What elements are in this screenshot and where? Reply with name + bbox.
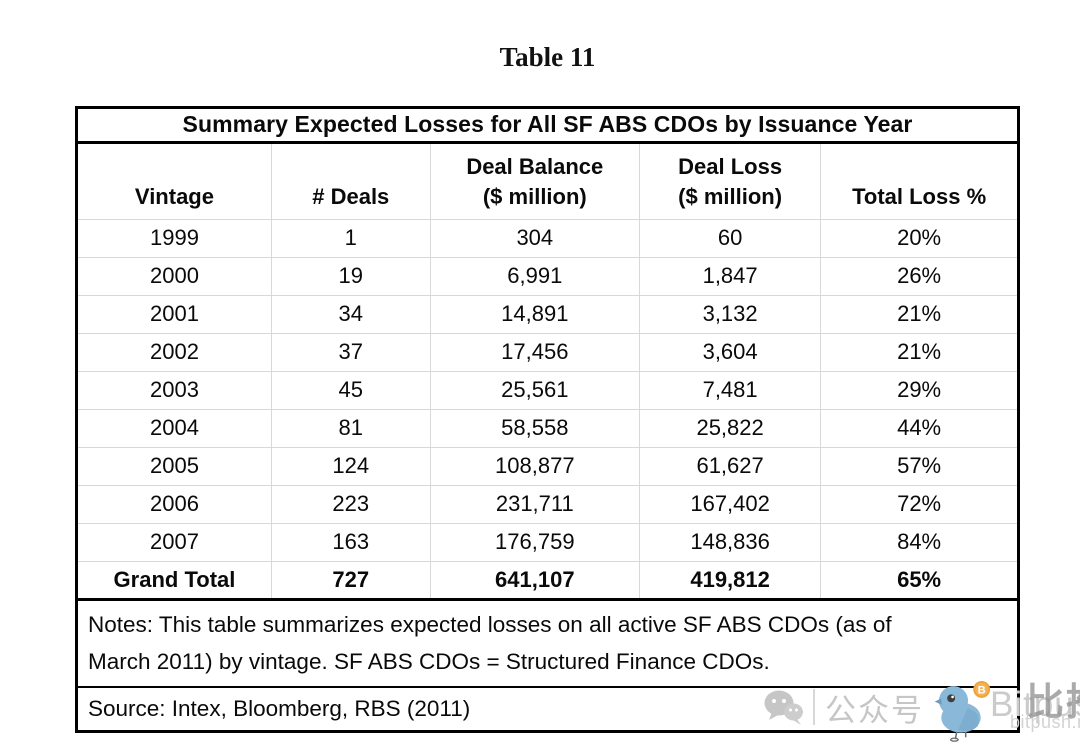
cell-total-loss-pct: 65%: [820, 560, 1017, 601]
cell-total-loss-pct: 44%: [820, 408, 1017, 448]
table-row-2006: 2006 223 231,711 167,402 72%: [78, 484, 1017, 524]
cell-balance: 14,891: [429, 294, 641, 334]
cell-deals: 45: [270, 370, 431, 410]
cell-balance: 17,456: [429, 332, 641, 372]
cell-vintage: 2000: [78, 256, 272, 296]
cell-vintage: 2001: [78, 294, 272, 334]
bitpush-domain-text: bitpush.news: [1010, 712, 1080, 732]
col-header-deals: # Deals: [270, 142, 431, 220]
table-row-2002: 2002 37 17,456 3,604 21%: [78, 332, 1017, 372]
table-row-2003: 2003 45 25,561 7,481 29%: [78, 370, 1017, 410]
table-row-1999: 1999 1 304 60 20%: [78, 218, 1017, 258]
cell-deals: 223: [270, 484, 431, 524]
cell-vintage: 2005: [78, 446, 272, 486]
cell-deals: 19: [270, 256, 431, 296]
table-row-2005: 2005 124 108,877 61,627 57%: [78, 446, 1017, 486]
col-header-label: Vintage: [134, 183, 214, 209]
cell-deals: 81: [270, 408, 431, 448]
cell-vintage: 2004: [78, 408, 272, 448]
summary-losses-table: Summary Expected Losses for All SF ABS C…: [75, 106, 1020, 733]
source-row: Source: Intex, Bloomberg, RBS (2011): [78, 687, 1017, 730]
cell-total-loss-pct: 26%: [820, 256, 1017, 296]
cell-vintage: 1999: [78, 218, 272, 258]
cell-loss: 167,402: [638, 484, 822, 524]
cell-loss: 61,627: [638, 446, 822, 486]
cell-deals: 1: [270, 218, 431, 258]
cell-vintage: 2002: [78, 332, 272, 372]
table-row-grand-total: Grand Total 727 641,107 419,812 65%: [78, 560, 1017, 601]
col-header-sublabel: ($ million): [482, 183, 587, 209]
bitpush-brand-cn-text: 比推: [1026, 682, 1080, 724]
notes-row: Notes: This table summarizes expected lo…: [78, 599, 1017, 688]
cell-balance: 6,991: [429, 256, 641, 296]
col-header-total-loss-pct: Total Loss %: [820, 142, 1017, 220]
source-right-cell: [640, 687, 1018, 730]
col-header-label: Deal Balance: [466, 153, 604, 179]
cell-vintage: 2003: [78, 370, 272, 410]
cell-deals: 34: [270, 294, 431, 334]
cell-vintage: 2006: [78, 484, 272, 524]
cell-total-loss-pct: 21%: [820, 332, 1017, 372]
cell-total-loss-pct: 72%: [820, 484, 1017, 524]
cell-total-loss-pct: 84%: [820, 522, 1017, 562]
table: Summary Expected Losses for All SF ABS C…: [78, 109, 1017, 730]
cell-total-loss-pct: 57%: [820, 446, 1017, 486]
cell-vintage: Grand Total: [78, 560, 272, 601]
col-header-label: Deal Loss: [678, 153, 783, 179]
col-header-vintage: Vintage: [78, 142, 272, 220]
cell-balance: 641,107: [429, 560, 641, 601]
table-row-2007: 2007 163 176,759 148,836 84%: [78, 522, 1017, 562]
cell-balance: 25,561: [429, 370, 641, 410]
cell-vintage: 2007: [78, 522, 272, 562]
cell-balance: 231,711: [429, 484, 641, 524]
col-header-label: # Deals: [312, 183, 390, 209]
cell-loss: 60: [638, 218, 822, 258]
cell-loss: 1,847: [638, 256, 822, 296]
cell-loss: 7,481: [638, 370, 822, 410]
cell-loss: 419,812: [638, 560, 822, 601]
page-title: Table 11: [499, 42, 596, 72]
col-header-sublabel: ($ million): [678, 183, 783, 209]
cell-balance: 108,877: [429, 446, 641, 486]
notes-cell: Notes: This table summarizes expected lo…: [78, 599, 1017, 688]
cell-total-loss-pct: 20%: [820, 218, 1017, 258]
cell-balance: 304: [429, 218, 641, 258]
table-caption-row: Summary Expected Losses for All SF ABS C…: [78, 109, 1017, 144]
cell-deals: 163: [270, 522, 431, 562]
col-header-deal-loss: Deal Loss ($ million): [638, 142, 822, 220]
cell-total-loss-pct: 21%: [820, 294, 1017, 334]
cell-loss: 148,836: [638, 522, 822, 562]
table-row-2004: 2004 81 58,558 25,822 44%: [78, 408, 1017, 448]
cell-deals: 727: [270, 560, 431, 601]
table-row-2001: 2001 34 14,891 3,132 21%: [78, 294, 1017, 334]
table-row-2000: 2000 19 6,991 1,847 26%: [78, 256, 1017, 296]
table-header-row: Vintage # Deals Deal Balance ($ million) …: [78, 142, 1017, 220]
cell-deals: 124: [270, 446, 431, 486]
cell-deals: 37: [270, 332, 431, 372]
table-caption: Summary Expected Losses for All SF ABS C…: [78, 109, 1017, 144]
cell-loss: 3,132: [638, 294, 822, 334]
cell-balance: 176,759: [429, 522, 641, 562]
notes-text-line2: March 2011) by vintage. SF ABS CDOs = St…: [88, 648, 770, 674]
cell-total-loss-pct: 29%: [820, 370, 1017, 410]
notes-text-line1: Notes: This table summarizes expected lo…: [88, 611, 892, 637]
col-header-label: Total Loss %: [852, 183, 987, 209]
cell-loss: 3,604: [638, 332, 822, 372]
col-header-deal-balance: Deal Balance ($ million): [429, 142, 641, 220]
cell-balance: 58,558: [429, 408, 641, 448]
cell-loss: 25,822: [638, 408, 822, 448]
source-text: Source: Intex, Bloomberg, RBS (2011): [88, 695, 471, 721]
